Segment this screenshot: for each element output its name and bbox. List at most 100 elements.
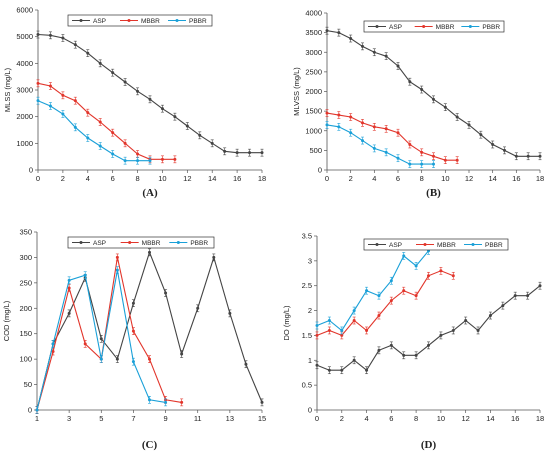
series-line-asp [37,33,262,154]
data-point-mbbr [396,131,400,135]
y-tick-label: 0.5 [302,381,312,390]
data-point-asp [427,343,430,347]
y-tick-label: 3 [308,256,312,265]
data-point-asp [443,105,447,109]
data-point-asp [503,148,506,152]
x-tick-label: 12 [465,174,473,183]
data-point-asp [185,124,189,128]
data-point-asp [377,348,381,352]
x-tick-label: 5 [99,414,103,423]
data-point-asp [223,149,227,153]
y-tick-label: 0 [308,406,312,415]
data-point-pbbr [51,342,55,346]
data-point-pbbr [408,162,412,166]
x-tick-label: 10 [441,174,449,183]
legend-marker-mbbr [422,25,426,28]
data-point-asp [396,64,400,68]
x-tick-label: 14 [486,414,494,423]
y-tick-label: 50 [24,380,32,389]
legend-label-asp: ASP [389,242,402,249]
data-point-asp [372,50,376,54]
legend-box [67,14,213,27]
data-point-pbbr [420,162,424,166]
data-point-asp [467,123,471,127]
y-tick-label: 4000 [305,9,322,18]
data-point-pbbr [164,400,168,404]
series-line-pbbr [37,100,150,162]
x-tick-label: 6 [389,414,393,423]
data-point-asp [160,107,164,111]
data-point-asp [514,154,518,158]
legend-label-pbbr: PBBR [485,242,503,249]
data-point-asp [131,301,135,305]
chart-panel: 0 1000 2000 3000 4000 5000 6000 0 2 4 6 8 10 12 14 16 18… [3,6,266,200]
x-tick-label: 15 [258,414,266,423]
data-point-mbbr [455,158,459,162]
data-point-pbbr [148,159,152,163]
data-point-pbbr [432,162,435,166]
data-point-asp [164,291,168,295]
x-tick-label: 7 [131,414,135,423]
data-point-mbbr [361,121,364,125]
x-tick-label: 12 [183,174,191,183]
data-point-pbbr [131,360,135,364]
legend-box [67,236,215,249]
data-point-asp [538,154,542,158]
x-tick-label: 4 [364,414,368,423]
x-tick-label: 10 [437,414,445,423]
data-point-pbbr [86,136,90,140]
data-point-mbbr [389,299,393,303]
panel-letter: (C) [142,439,158,451]
data-point-mbbr [123,141,127,145]
y-tick-label: 150 [19,329,32,338]
y-tick-label: 0 [28,406,32,415]
data-point-asp [48,33,52,37]
data-point-mbbr [86,111,90,115]
x-tick-label: 0 [36,174,40,183]
series-line-mbbr [316,270,454,337]
data-point-asp [361,44,364,48]
y-tick-label: 3000 [305,48,322,57]
data-point-asp [111,71,115,75]
y-tick-label: 100 [19,355,32,364]
legend-marker-mbbr [128,241,132,244]
legend-label-pbbr: PBBR [482,24,500,31]
x-tick-label: 14 [488,174,496,183]
data-point-asp [98,61,102,65]
data-point-asp [325,29,329,33]
data-point-asp [439,333,443,337]
data-point-asp [526,294,530,298]
legend-marker-asp [375,243,379,246]
data-point-mbbr [365,328,369,332]
data-point-asp [488,314,492,318]
x-tick-label: 4 [86,174,90,183]
data-point-asp [115,357,119,361]
data-point-mbbr [115,255,119,259]
data-point-mbbr [98,120,102,124]
legend-label-pbbr: PBBR [189,18,207,25]
data-point-asp [408,80,412,84]
data-point-mbbr [173,157,177,161]
panel-letter: (D) [421,439,437,451]
data-point-asp [86,51,90,55]
data-point-asp [244,362,248,366]
data-point-pbbr [414,264,418,268]
y-tick-label: 5000 [16,32,33,41]
legend-marker-pbbr [175,19,179,22]
data-point-mbbr [451,274,455,278]
legend-marker-asp [79,241,83,244]
x-tick-label: 0 [325,174,329,183]
data-point-asp [432,97,435,101]
data-point-asp [538,284,542,288]
data-point-mbbr [337,113,341,117]
data-point-asp [180,352,184,356]
data-point-mbbr [377,314,381,318]
series-line-asp [36,250,263,411]
chart-panel: 0 0.5 1 1.5 2 2.5 3 3.5 0 2 4 6 8 10 12 14 16 18 DO (mg/L)… [282,232,544,452]
data-point-mbbr [352,319,356,323]
data-point-pbbr [372,146,376,150]
y-tick-label: 250 [19,278,32,287]
data-point-mbbr [36,81,40,85]
data-point-pbbr [315,323,319,327]
